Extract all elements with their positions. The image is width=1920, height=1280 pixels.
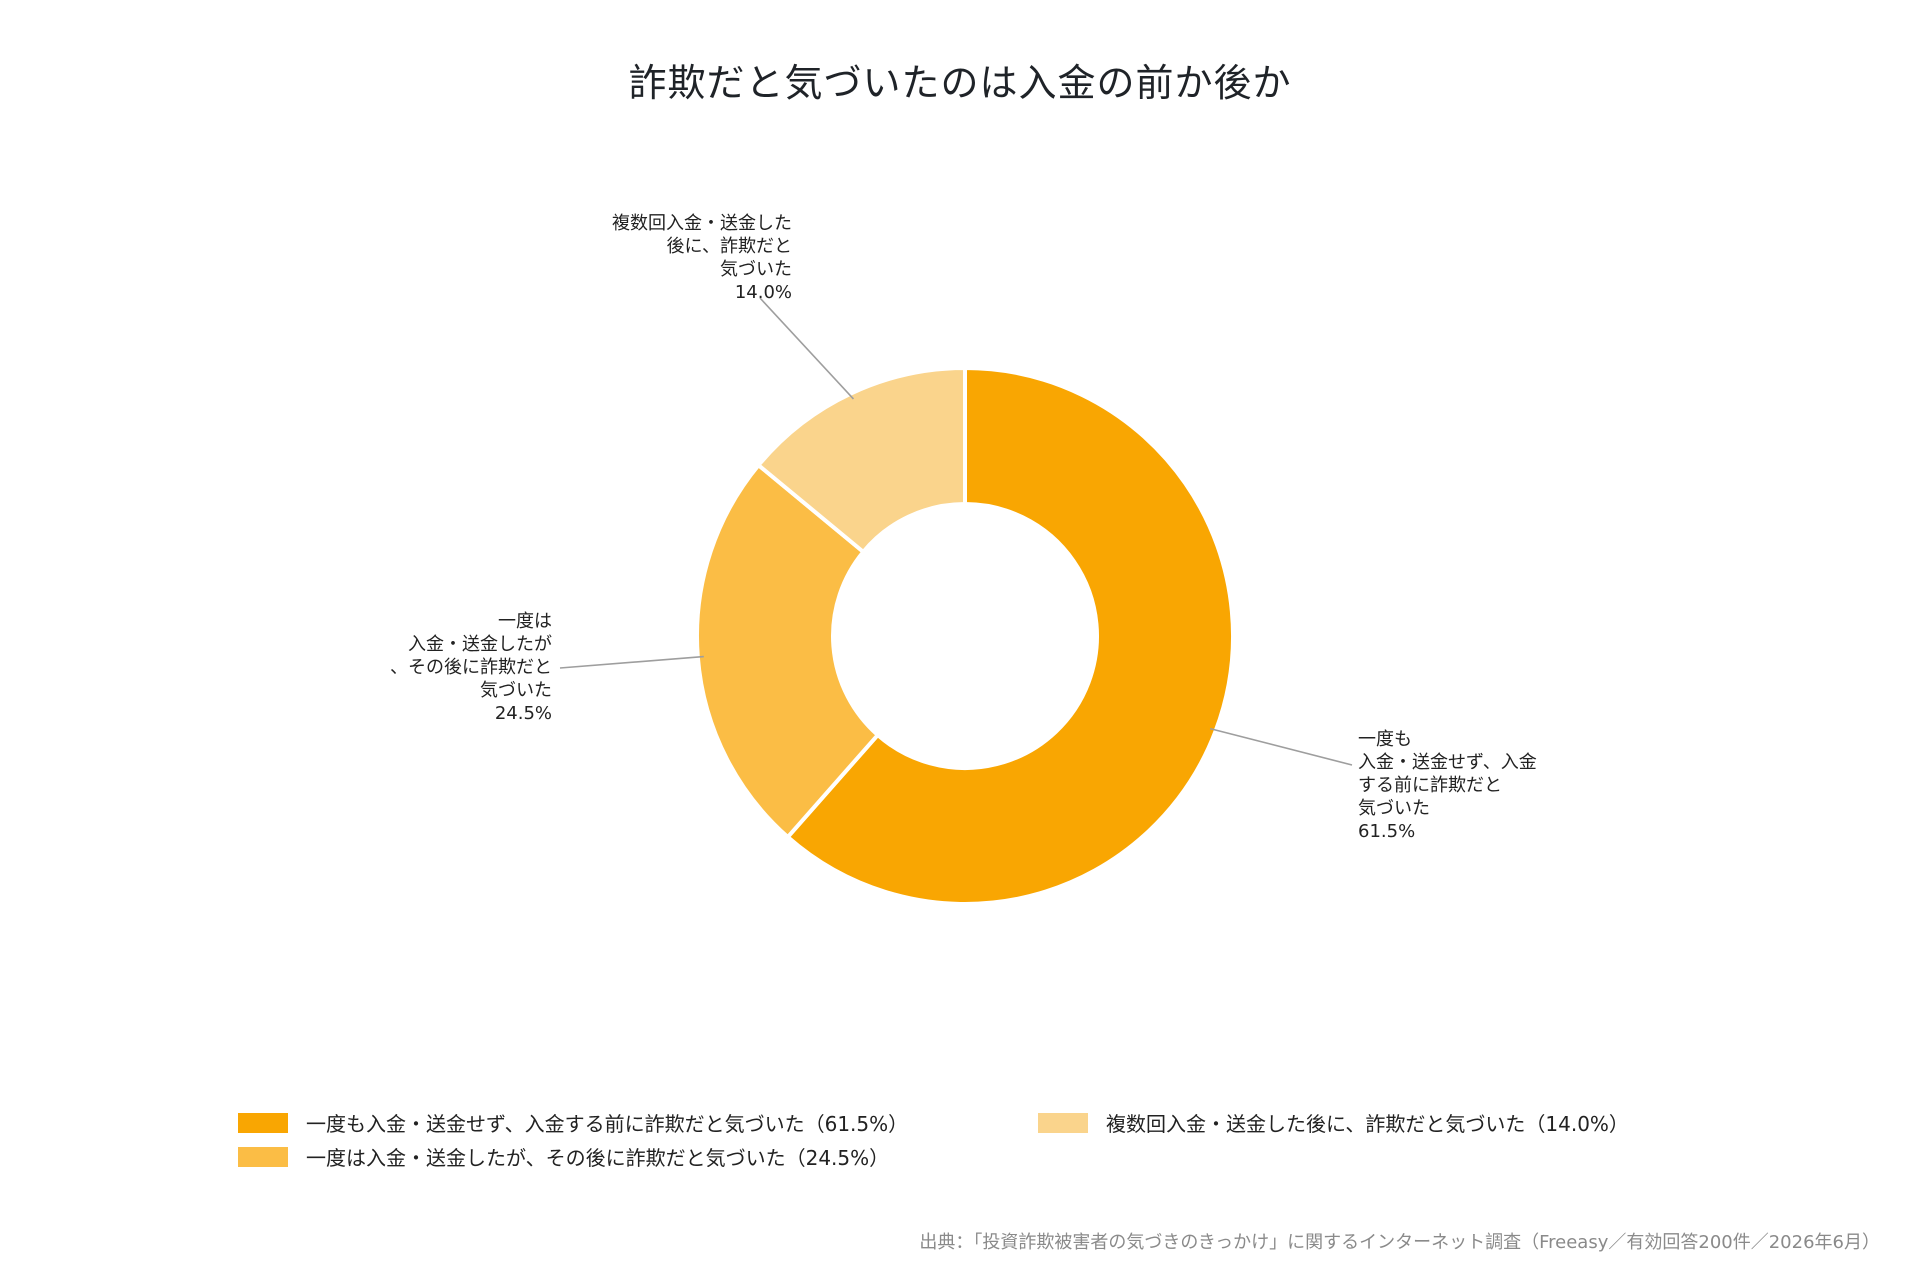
legend: 一度も入金・送金せず、入金する前に詐欺だと気づいた（61.5%） 複数回入金・送… bbox=[238, 1108, 1738, 1178]
legend-label: 一度も入金・送金せず、入金する前に詐欺だと気づいた（61.5%） bbox=[306, 1112, 909, 1136]
donut-slice bbox=[784, 365, 1235, 906]
slice-label-line: 気づいた bbox=[720, 259, 792, 280]
slice-label-line: 気づいた bbox=[480, 680, 552, 701]
legend-swatch bbox=[238, 1146, 288, 1167]
slice-label-after-multiple-deposits: 複数回入金・送金した 後に、詐欺だと 気づいた 14.0% bbox=[552, 212, 792, 304]
slice-label-line: 入金・送金したが bbox=[408, 634, 552, 655]
slice-label-line: 、その後に詐欺だと bbox=[390, 657, 552, 678]
legend-item: 一度は入金・送金したが、その後に詐欺だと気づいた（24.5%） bbox=[238, 1142, 889, 1171]
slice-label-line: 入金・送金せず、入金 bbox=[1358, 752, 1537, 773]
slice-label-line: 24.5% bbox=[494, 703, 552, 724]
leader-line bbox=[759, 297, 855, 400]
legend-label: 複数回入金・送金した後に、詐欺だと気づいた（14.0%） bbox=[1106, 1112, 1629, 1136]
slice-label-line: する前に詐欺だと bbox=[1358, 775, 1502, 796]
slice-label-line: 61.5% bbox=[1358, 821, 1416, 842]
legend-swatch bbox=[238, 1112, 288, 1133]
chart-title: 詐欺だと気づいたのは入金の前か後か bbox=[628, 61, 1292, 105]
slice-label-after-one-deposit: 一度は 入金・送金したが 、その後に詐欺だと 気づいた 24.5% bbox=[352, 610, 552, 725]
legend-label: 一度は入金・送金したが、その後に詐欺だと気づいた（24.5%） bbox=[306, 1146, 890, 1170]
legend-item: 複数回入金・送金した後に、詐欺だと気づいた（14.0%） bbox=[1038, 1108, 1629, 1137]
leader-line bbox=[1209, 727, 1353, 766]
slice-label-line: 後に、詐欺だと bbox=[666, 236, 792, 257]
slice-label-line: 複数回入金・送金した bbox=[612, 213, 792, 234]
slice-label-line: 気づいた bbox=[1358, 798, 1430, 819]
leader-line bbox=[559, 655, 704, 669]
legend-item: 一度も入金・送金せず、入金する前に詐欺だと気づいた（61.5%） bbox=[238, 1108, 908, 1137]
legend-swatch bbox=[1038, 1112, 1088, 1133]
donut-slice bbox=[755, 365, 967, 555]
donut-slice bbox=[695, 462, 881, 840]
slice-label-line: 14.0% bbox=[734, 282, 792, 303]
slice-label-before-deposit: 一度も 入金・送金せず、入金 する前に詐欺だと 気づいた 61.5% bbox=[1358, 728, 1537, 843]
slice-label-line: 一度は bbox=[498, 611, 552, 632]
source-note: 出典：「投資詐欺被害者の気づきのきっかけ」に関するインターネット調査（Freea… bbox=[919, 1232, 1880, 1253]
slice-label-line: 一度も bbox=[1358, 729, 1412, 750]
